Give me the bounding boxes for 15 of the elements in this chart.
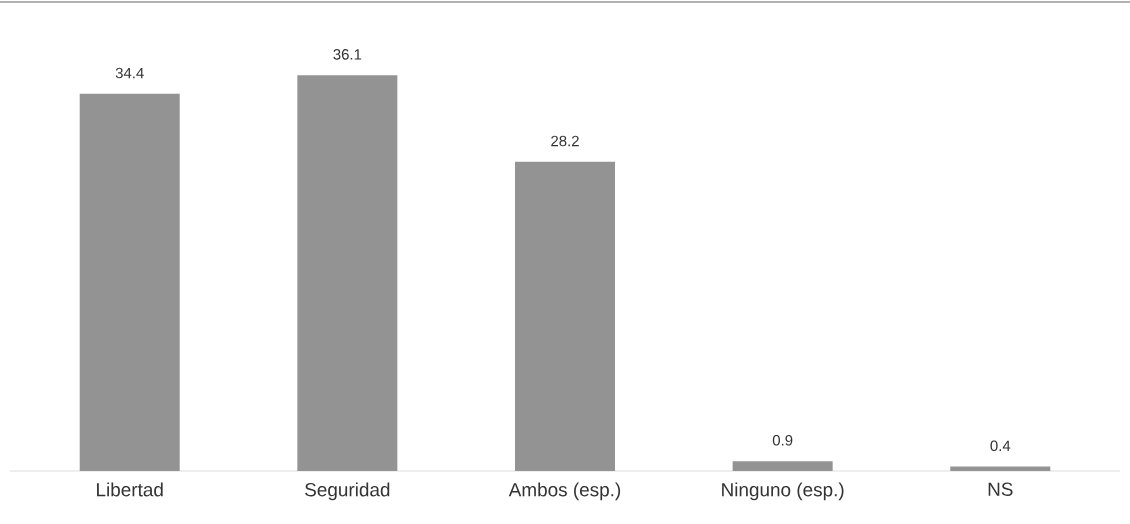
x-tick-label: Ambos (esp.) xyxy=(508,482,621,501)
bar xyxy=(732,461,833,471)
data-label: 36.1 xyxy=(333,49,362,60)
data-label: 28.2 xyxy=(551,135,579,147)
data-label: 34.4 xyxy=(115,67,144,79)
x-tick-label: Seguridad xyxy=(305,482,390,501)
bar xyxy=(297,75,398,471)
bar xyxy=(950,466,1051,471)
data-label: 0.4 xyxy=(990,440,1011,452)
data-label: 0.9 xyxy=(772,435,793,446)
bar xyxy=(79,93,180,471)
x-tick-label: Ninguno (esp.) xyxy=(722,482,844,501)
x-tick-label: NS xyxy=(988,482,1013,496)
bar xyxy=(515,161,615,471)
x-tick-label: Libertad xyxy=(97,482,163,497)
